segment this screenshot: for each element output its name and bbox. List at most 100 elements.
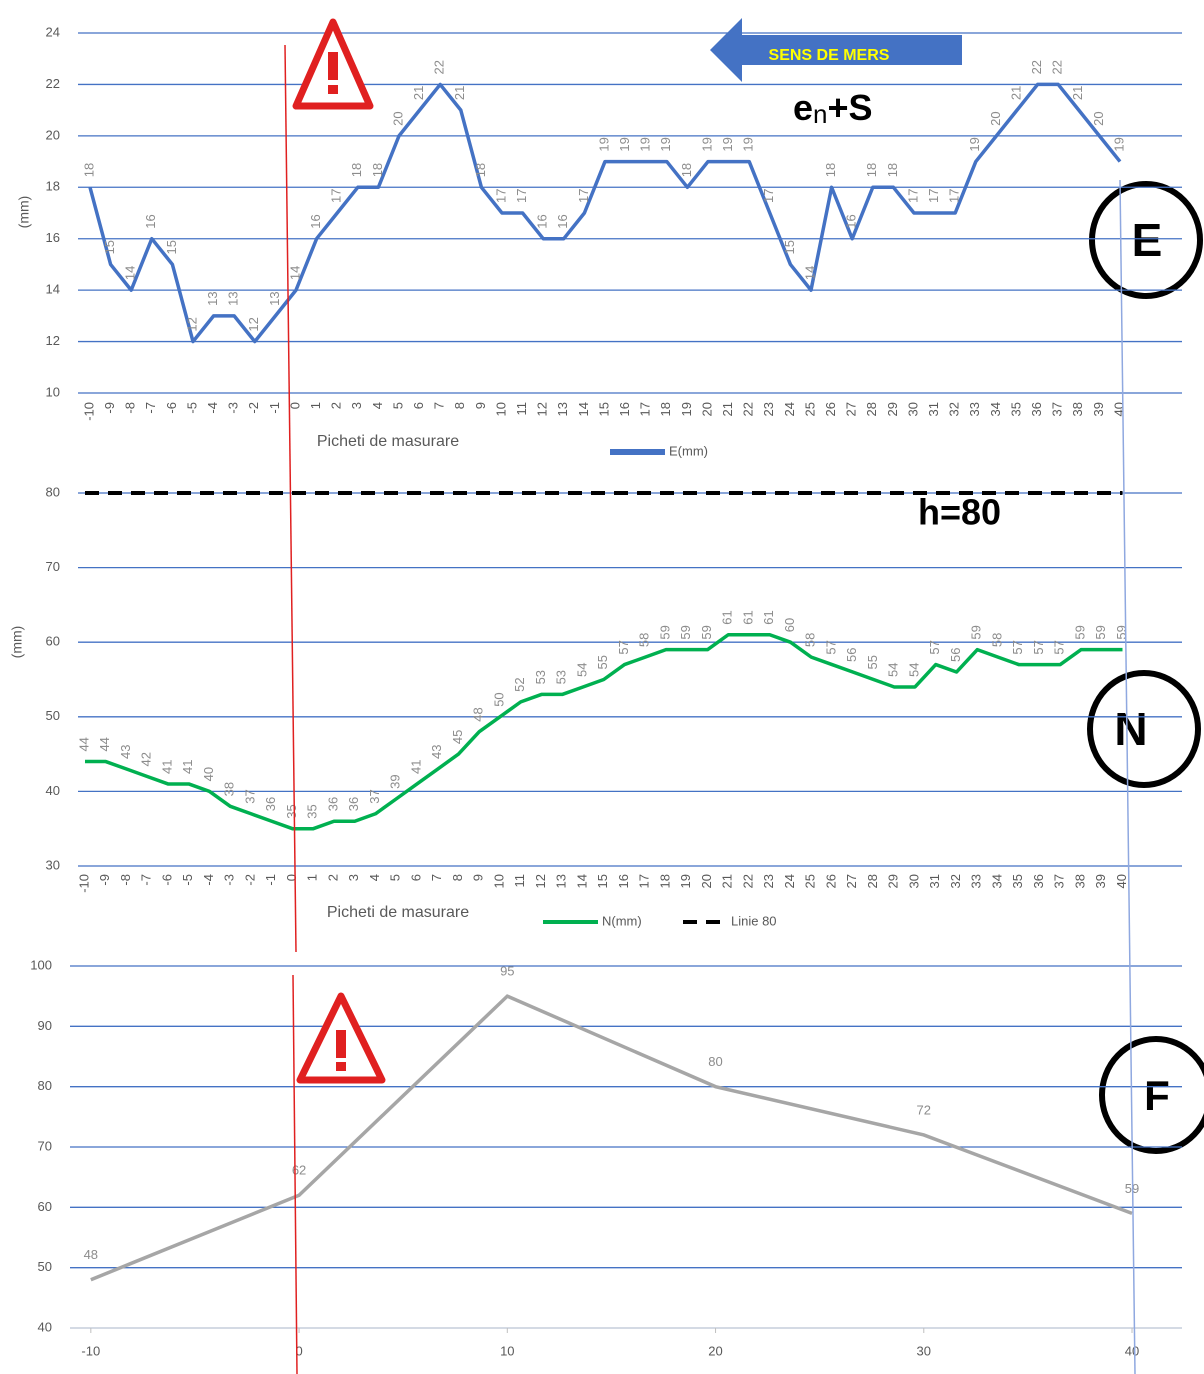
data-label: 45: [450, 730, 465, 744]
data-label: 39: [388, 774, 403, 788]
data-label: 16: [535, 214, 550, 228]
x-tick-label: -7: [143, 402, 158, 414]
x-tick-label: 33: [969, 874, 984, 888]
y-tick-label: 70: [46, 559, 60, 574]
x-tick-label: 11: [512, 874, 527, 888]
h-label: h=80: [918, 492, 1001, 533]
x-tick-label: 2: [329, 402, 344, 409]
y-tick-label: 80: [38, 1078, 52, 1093]
x-tick-label: 23: [761, 874, 776, 888]
data-label: 14: [802, 266, 817, 280]
x-tick-label: 5: [388, 874, 403, 881]
y-tick-label: 80: [46, 484, 60, 499]
x-tick-label: 37: [1052, 874, 1067, 888]
data-label: 56: [844, 648, 859, 662]
x-axis-label: Picheti de masurare: [327, 904, 469, 921]
data-label: 36: [346, 797, 361, 811]
data-label: 18: [823, 163, 838, 177]
y-tick-label: 60: [38, 1199, 52, 1214]
y-axis-label: (mm): [9, 626, 25, 659]
data-label: 17: [514, 189, 529, 203]
data-label: 19: [720, 137, 735, 151]
y-tick-label: 70: [38, 1138, 52, 1153]
data-label: 58: [637, 633, 652, 647]
x-tick-label: 16: [616, 874, 631, 888]
x-tick-label: 25: [803, 874, 818, 888]
data-label: 80: [708, 1054, 722, 1069]
data-label: 36: [325, 797, 340, 811]
x-tick-label: -9: [97, 874, 112, 886]
data-label: 16: [555, 214, 570, 228]
x-tick-label: -4: [205, 402, 220, 414]
data-label: 16: [308, 214, 323, 228]
x-tick-label: 29: [886, 874, 901, 888]
data-label: 52: [512, 677, 527, 691]
data-label: 44: [97, 737, 112, 751]
data-label: 37: [242, 789, 257, 803]
x-tick-label: 5: [390, 402, 405, 409]
data-label: 16: [844, 214, 859, 228]
y-tick-label: 60: [46, 634, 60, 649]
data-label: 19: [638, 137, 653, 151]
y-tick-label: 50: [38, 1259, 52, 1274]
data-label: 40: [201, 767, 216, 781]
data-label: 14: [123, 266, 138, 280]
data-label: 17: [761, 189, 776, 203]
x-tick-label: 13: [554, 874, 569, 888]
x-tick-label: 40: [1125, 1343, 1139, 1358]
series-line: [88, 82, 1122, 344]
x-tick-label: 8: [450, 874, 465, 881]
x-tick-label: 13: [555, 402, 570, 416]
x-tick-label: 18: [657, 874, 672, 888]
data-label: 13: [267, 291, 282, 305]
x-tick-label: 11: [514, 402, 529, 416]
x-tick-label: 36: [1029, 402, 1044, 416]
x-tick-label: 30: [906, 874, 921, 888]
x-tick-label: 37: [1050, 402, 1065, 416]
x-tick-label: 32: [947, 402, 962, 416]
x-tick-label: 19: [678, 874, 693, 888]
data-label: 13: [205, 291, 220, 305]
data-label: 18: [864, 163, 879, 177]
series-line: [90, 994, 1133, 1282]
y-tick-label: 30: [46, 857, 60, 872]
data-label: 19: [741, 137, 756, 151]
data-label: 17: [576, 189, 591, 203]
x-tick-label: -2: [246, 402, 261, 414]
x-tick-label: 14: [574, 874, 589, 888]
data-label: 21: [452, 86, 467, 100]
data-label: 21: [411, 86, 426, 100]
data-label: 57: [616, 640, 631, 654]
x-tick-label: 20: [699, 874, 714, 888]
x-tick-label: -10: [76, 874, 91, 893]
x-tick-label: 30: [917, 1343, 931, 1358]
data-label: 53: [533, 670, 548, 684]
data-label: 22: [1029, 60, 1044, 74]
data-label: 57: [927, 640, 942, 654]
red-line: [284, 44, 297, 953]
x-tick-label: 2: [325, 874, 340, 881]
data-label: 17: [926, 189, 941, 203]
x-tick-label: -4: [201, 874, 216, 886]
data-label: 38: [222, 782, 237, 796]
legend-label: Linie 80: [731, 913, 777, 928]
x-tick-label: 25: [802, 402, 817, 416]
data-label: 18: [349, 163, 364, 177]
x-tick-label: -6: [159, 874, 174, 886]
x-tick-label: -7: [139, 874, 154, 886]
x-tick-label: 23: [761, 402, 776, 416]
x-tick-label: 24: [782, 874, 797, 888]
x-tick-label: 0: [295, 1343, 302, 1358]
x-tick-label: 38: [1072, 874, 1087, 888]
y-axis-label: (mm): [16, 196, 32, 229]
y-tick-label: 50: [46, 708, 60, 723]
x-tick-label: -5: [184, 402, 199, 414]
data-label: 35: [305, 804, 320, 818]
data-label: 19: [617, 137, 632, 151]
data-label: 41: [159, 759, 174, 773]
x-tick-label: 9: [473, 402, 488, 409]
x-tick-label: 20: [708, 1343, 722, 1358]
warning-mark: [336, 1030, 346, 1058]
x-tick-label: 10: [500, 1343, 514, 1358]
